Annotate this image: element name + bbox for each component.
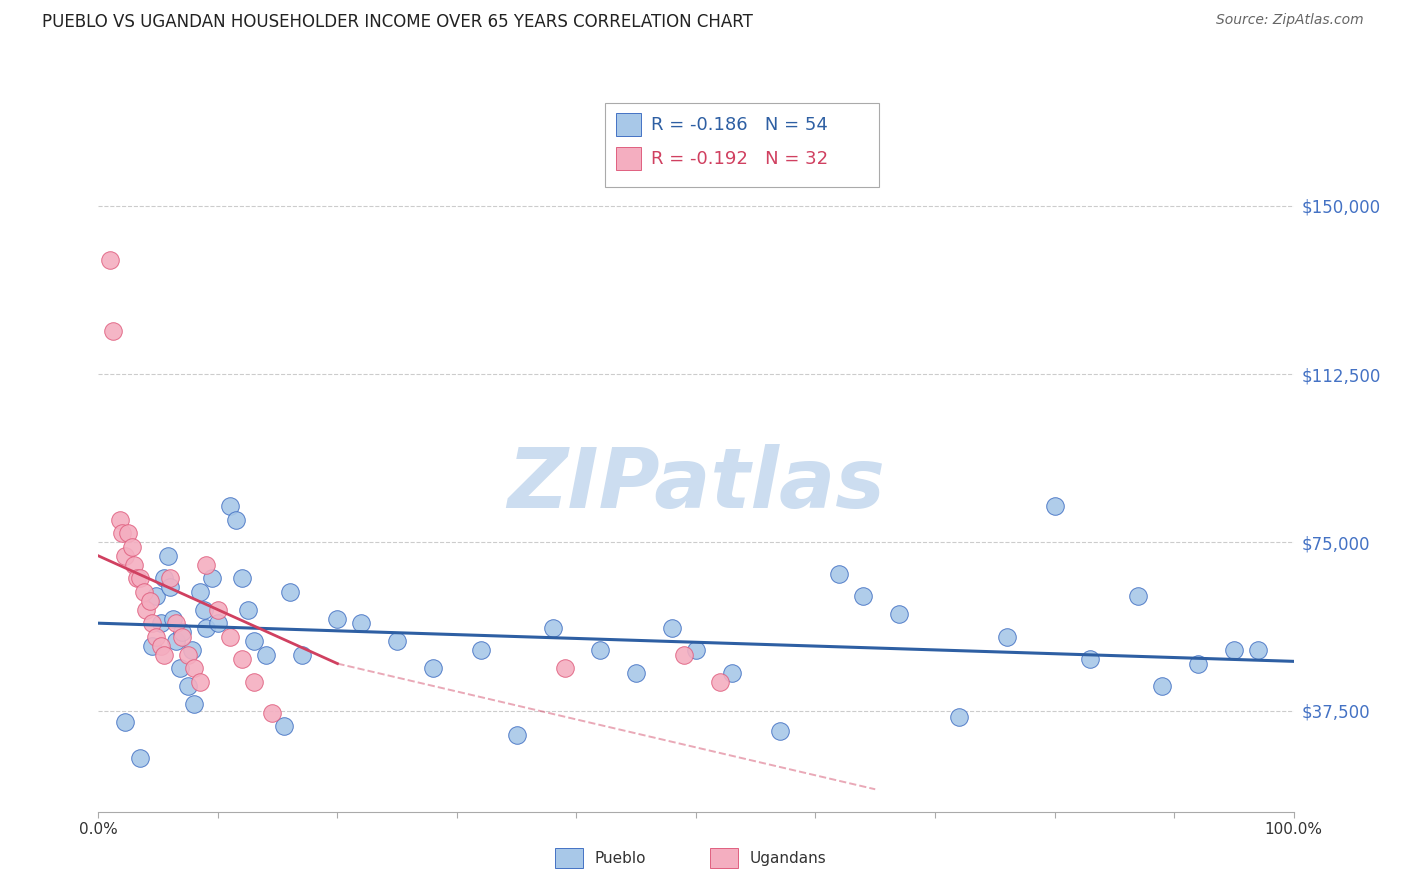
Point	[626, 665, 648, 680]
Point	[183, 661, 205, 675]
Point	[180, 643, 202, 657]
Point	[254, 648, 277, 662]
Point	[132, 584, 155, 599]
Point	[141, 639, 163, 653]
Point	[1080, 652, 1102, 666]
Text: ZIPatlas: ZIPatlas	[508, 444, 884, 525]
Point	[278, 584, 301, 599]
Point	[145, 630, 167, 644]
Point	[145, 589, 167, 603]
Point	[121, 540, 143, 554]
Point	[129, 751, 152, 765]
Point	[165, 616, 187, 631]
Point	[156, 549, 179, 563]
Text: Source: ZipAtlas.com: Source: ZipAtlas.com	[1216, 13, 1364, 28]
Point	[219, 630, 242, 644]
Point	[236, 603, 259, 617]
Point	[194, 558, 218, 572]
Point	[172, 625, 194, 640]
Point	[159, 571, 181, 585]
Point	[1222, 643, 1246, 657]
Point	[231, 571, 253, 585]
Point	[828, 566, 851, 581]
Point	[291, 648, 314, 662]
Point	[149, 639, 172, 653]
Point	[165, 634, 187, 648]
Point	[108, 513, 131, 527]
Point	[125, 571, 148, 585]
Point	[124, 558, 146, 572]
Point	[193, 603, 215, 617]
Point	[350, 616, 373, 631]
Point	[852, 589, 875, 603]
Point	[995, 630, 1018, 644]
Point	[162, 612, 184, 626]
Point	[1246, 643, 1268, 657]
Point	[194, 621, 218, 635]
Point	[231, 652, 253, 666]
Point	[172, 630, 194, 644]
Point	[1043, 500, 1066, 514]
Point	[1128, 589, 1150, 603]
Point	[183, 697, 205, 711]
Point	[1150, 679, 1173, 693]
Point	[159, 580, 181, 594]
Point	[1187, 657, 1209, 671]
Point	[273, 719, 295, 733]
Text: Pueblo: Pueblo	[595, 851, 647, 865]
Point	[139, 593, 162, 607]
Point	[673, 648, 696, 662]
Point	[141, 616, 163, 631]
Point	[177, 648, 200, 662]
Point	[117, 526, 139, 541]
Point	[98, 252, 122, 267]
Point	[177, 679, 200, 693]
Point	[188, 584, 211, 599]
Text: Ugandans: Ugandans	[749, 851, 827, 865]
Point	[768, 723, 790, 738]
Point	[207, 603, 229, 617]
Point	[554, 661, 576, 675]
Text: R = -0.192   N = 32: R = -0.192 N = 32	[651, 150, 828, 168]
Point	[153, 571, 176, 585]
Point	[889, 607, 911, 622]
Point	[422, 661, 444, 675]
Point	[153, 648, 176, 662]
Point	[243, 674, 266, 689]
Point	[661, 621, 683, 635]
Point	[541, 621, 564, 635]
Point	[721, 665, 744, 680]
Point	[589, 643, 612, 657]
Point	[243, 634, 266, 648]
Point	[219, 500, 242, 514]
Point	[114, 549, 136, 563]
Point	[685, 643, 707, 657]
Point	[948, 710, 970, 724]
Point	[506, 728, 529, 742]
Point	[225, 513, 247, 527]
Point	[149, 616, 172, 631]
Point	[260, 706, 283, 720]
Text: PUEBLO VS UGANDAN HOUSEHOLDER INCOME OVER 65 YEARS CORRELATION CHART: PUEBLO VS UGANDAN HOUSEHOLDER INCOME OVE…	[42, 13, 754, 31]
Point	[207, 616, 229, 631]
Point	[326, 612, 349, 626]
Point	[111, 526, 134, 541]
Point	[101, 325, 124, 339]
Point	[201, 571, 224, 585]
Point	[188, 674, 211, 689]
Point	[135, 603, 157, 617]
Text: R = -0.186   N = 54: R = -0.186 N = 54	[651, 116, 828, 134]
Point	[470, 643, 492, 657]
Point	[385, 634, 409, 648]
Point	[169, 661, 191, 675]
Point	[129, 571, 152, 585]
Point	[114, 714, 136, 729]
Point	[709, 674, 731, 689]
